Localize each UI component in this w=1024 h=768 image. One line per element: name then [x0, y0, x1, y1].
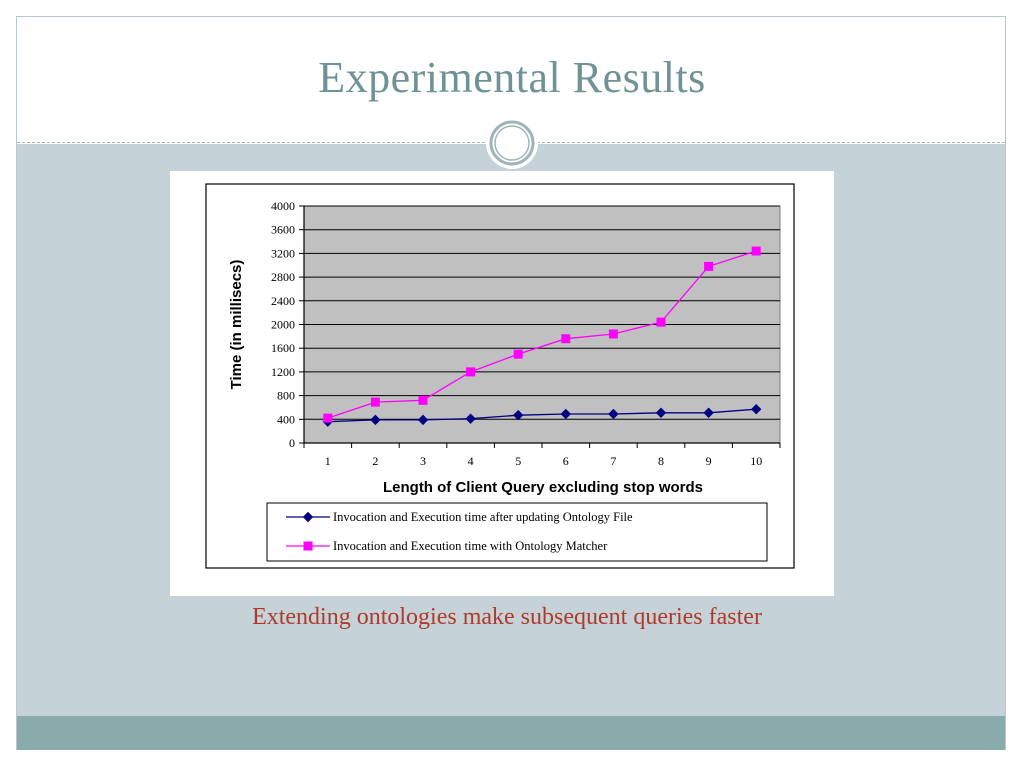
- x-tick-label: 1: [325, 454, 331, 468]
- line-chart: 040080012001600200024002800320036004000 …: [205, 183, 795, 569]
- series-2-point: [751, 246, 761, 256]
- y-tick-label: 400: [277, 412, 295, 426]
- x-tick-label: 9: [706, 454, 712, 468]
- series-1-point: [560, 408, 572, 420]
- legend-entry-2: Invocation and Execution time with Ontol…: [333, 539, 608, 553]
- series-1-point: [417, 414, 429, 426]
- series-2-point: [466, 367, 476, 377]
- x-tick-label: 7: [610, 454, 616, 468]
- y-tick-label: 2400: [271, 294, 295, 308]
- x-tick-label: 10: [750, 454, 762, 468]
- slide-caption: Extending ontologies make subsequent que…: [252, 604, 762, 630]
- series-1-point: [370, 414, 381, 426]
- series-1-line: [327, 408, 757, 423]
- x-axis: 1 2 3 4 5 6 7 8 9 10: [303, 442, 781, 468]
- series-2-point: [656, 317, 666, 327]
- series-markers: [322, 246, 762, 427]
- y-tick-label: 3600: [271, 223, 295, 237]
- y-tick-label: 2800: [271, 270, 295, 284]
- series-1-point: [750, 404, 762, 415]
- y-axis: 0 400 800 1200 1600 2000 2400 2800 3200 3600 4000: [271, 199, 305, 450]
- y-tick-label: 3200: [271, 246, 295, 260]
- x-tick-label: 2: [372, 454, 378, 468]
- chart-panel: 0 400 800 1200 1600 2000 2400 2800 3200 3600 4000 …: [170, 171, 834, 596]
- series-1-point: [465, 413, 476, 424]
- legend: Invocation and Execution time after upda…: [286, 510, 633, 553]
- series-1-point: [512, 409, 524, 421]
- series-2-point: [513, 349, 523, 359]
- bottom-bar: [17, 716, 1005, 750]
- x-tick-label: 4: [468, 454, 474, 468]
- x-axis-label: Length of Client Query excluding stop wo…: [383, 479, 703, 496]
- series-2-point: [561, 334, 571, 344]
- x-tick-label: 3: [420, 454, 426, 468]
- x-tick-label: 6: [563, 454, 569, 468]
- series-2-point: [608, 329, 618, 339]
- x-tick-label: 8: [658, 454, 664, 468]
- y-tick-label: 1600: [271, 341, 295, 355]
- circle-ornament-icon: [486, 117, 538, 169]
- legend-entry-1: Invocation and Execution time after upda…: [333, 510, 633, 524]
- y-axis-label: Time (in millisecs): [228, 260, 245, 390]
- series-2-point: [370, 397, 380, 407]
- y-tick-label: 4000: [271, 199, 295, 213]
- y-tick-label: 1200: [271, 365, 295, 379]
- y-tick-label: 800: [277, 389, 295, 403]
- series-1-point: [655, 407, 667, 418]
- legend-swatch-marker: [303, 541, 313, 551]
- y-tick-label: 2000: [271, 318, 295, 332]
- series-2-point: [323, 413, 333, 423]
- series-2-line: [327, 250, 757, 419]
- x-tick-label: 5: [515, 454, 521, 468]
- series-1-point: [703, 407, 714, 418]
- legend-box: [266, 502, 768, 562]
- series-1-point: [608, 408, 619, 420]
- series-2-point: [704, 261, 714, 271]
- slide-title: Experimental Results: [318, 53, 706, 102]
- series-2-point: [418, 395, 428, 405]
- y-tick-label: 0: [289, 436, 295, 450]
- legend-swatch-marker: [302, 511, 314, 523]
- gridlines: [304, 205, 780, 420]
- series-lines: [327, 250, 757, 423]
